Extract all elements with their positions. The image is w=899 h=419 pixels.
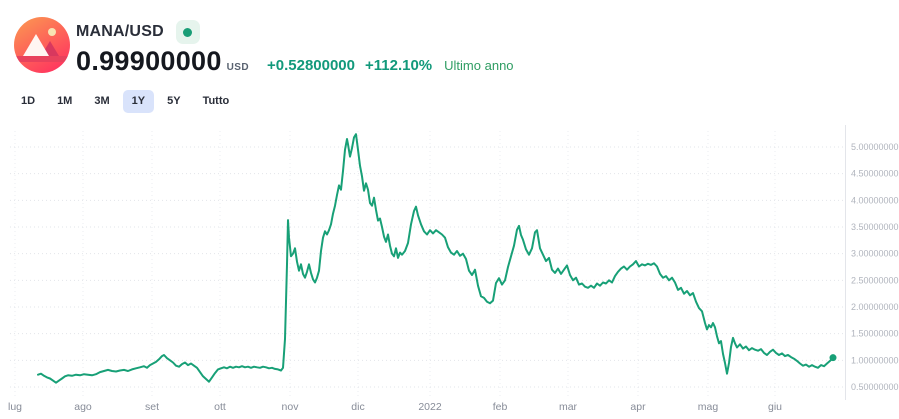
range-toolbar: 1D 1M 3M 1Y 5Y Tutto	[12, 90, 238, 113]
x-axis-label: feb	[493, 401, 508, 413]
symbol-header: MANA/USD	[76, 20, 200, 44]
y-axis-label: 4.00000000	[851, 195, 899, 205]
x-axis-label: nov	[282, 401, 300, 413]
price-row: 0.99900000 USD +0.52800000 +112.10% Ulti…	[76, 46, 514, 77]
market-status-badge	[175, 20, 200, 44]
range-button-1m[interactable]: 1M	[48, 90, 81, 113]
range-button-3m[interactable]: 3M	[85, 90, 118, 113]
range-button-1y[interactable]: 1Y	[122, 90, 155, 113]
symbol-name: MANA/USD	[76, 23, 164, 40]
price-change-absolute: +0.52800000	[266, 57, 355, 74]
y-axis-label: 2.50000000	[851, 275, 899, 285]
price-change-percent: +112.10%	[365, 57, 433, 74]
x-axis-label: dic	[351, 401, 364, 413]
last-price-dot	[829, 354, 837, 362]
y-axis-label: 3.00000000	[851, 249, 899, 259]
x-axis-label: apr	[630, 401, 646, 413]
y-axis-label: 1.50000000	[851, 329, 899, 339]
x-axis-label: set	[145, 401, 159, 413]
change-period-label: Ultimo anno	[444, 58, 514, 73]
decentraland-mana-logo-icon	[14, 17, 70, 73]
range-button-tutto[interactable]: Tutto	[194, 90, 239, 113]
x-axis-label: ott	[214, 401, 226, 413]
x-axis-label: mar	[559, 401, 578, 413]
currency-label: USD	[226, 62, 249, 73]
y-axis-label: 2.00000000	[851, 302, 899, 312]
x-axis-label: ago	[74, 401, 92, 413]
market-open-dot-icon	[183, 27, 193, 37]
range-button-1d[interactable]: 1D	[12, 90, 44, 113]
price-line	[37, 133, 834, 384]
range-button-5y[interactable]: 5Y	[158, 90, 189, 113]
y-axis-label: 5.00000000	[851, 142, 899, 152]
x-axis-label: 2022	[418, 401, 442, 413]
y-axis-label: 1.00000000	[851, 355, 899, 365]
last-price: 0.99900000	[76, 46, 222, 76]
y-axis-label: 3.50000000	[851, 222, 899, 232]
x-axis-label: mag	[698, 401, 719, 413]
x-axis-label: giu	[768, 401, 782, 413]
y-axis-label: 4.50000000	[851, 169, 899, 179]
y-axis-label: 0.50000000	[851, 382, 899, 392]
x-axis-label: lug	[8, 401, 22, 413]
